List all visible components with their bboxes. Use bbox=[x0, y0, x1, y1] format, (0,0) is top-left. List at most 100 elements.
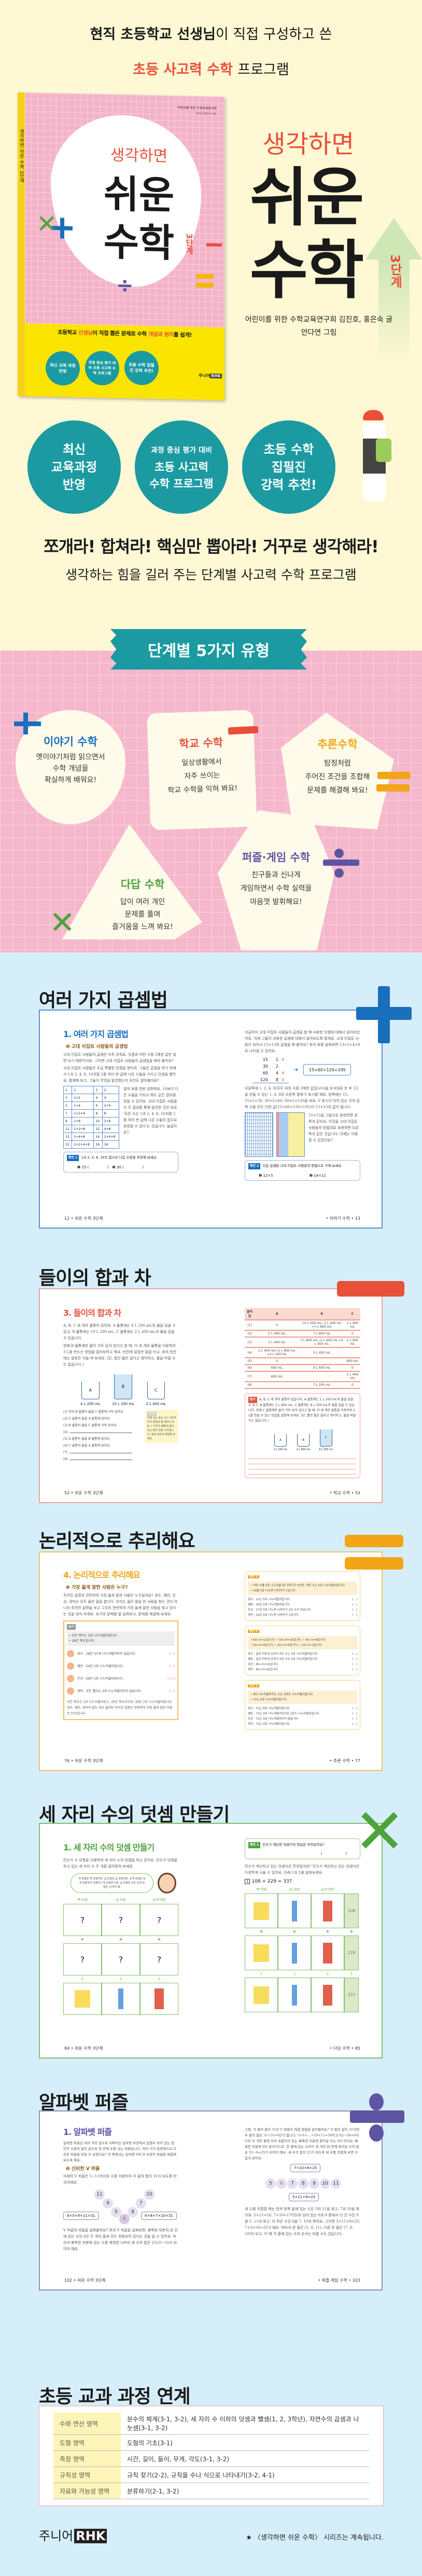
feature-line: 교육과정 bbox=[51, 460, 97, 474]
answer-blank[interactable]: ( ) bbox=[321, 1851, 347, 1856]
table-row: 11 1+2+8 12 4+8 bbox=[63, 1125, 120, 1133]
table-cell: 0 bbox=[344, 1365, 360, 1372]
operator: ↓ bbox=[80, 1977, 85, 1982]
grid-cell bbox=[311, 1936, 344, 1970]
avatar bbox=[67, 1687, 74, 1695]
answer-line[interactable] bbox=[248, 1459, 357, 1464]
answer-line[interactable] bbox=[248, 1454, 357, 1459]
minus-icon bbox=[206, 243, 222, 247]
grid-cell bbox=[245, 1893, 278, 1928]
table-cell: 8 bbox=[93, 1109, 103, 1117]
body-line: 문제를 풀며 bbox=[124, 910, 161, 919]
answer-mark: ( ) bbox=[352, 1653, 357, 1656]
exercise-text: 1과 2, 4, 8, 16의 합으로 다음 수들을 표현해 보세요. bbox=[81, 1155, 158, 1160]
cover-tagline: 초등학교 선생님이 직접 뽑은 문제로 수학 개념과 원리를 쉽게! bbox=[25, 329, 224, 339]
cover-org: 어린이를 위한 수학교육연구회 bbox=[177, 106, 217, 111]
book-cover: 생각하면 쉬운 수학 3단계 어린이를 위한 수학교육연구회 김진호 홍은숙 지… bbox=[18, 92, 224, 401]
person-statement: 경미 : 모든 홀수는 2로 나누어떨어지지 않습니다. ( ) bbox=[67, 1685, 175, 1697]
check-tag: 확인 1 bbox=[248, 1575, 259, 1578]
person-statement: 혜린 : 20은 5로 나누어떨어집니다. ( ) bbox=[248, 1602, 357, 1607]
check-mark: V bbox=[282, 1078, 285, 1082]
check-tag: 확인 2 bbox=[248, 1630, 259, 1633]
block-illustration bbox=[254, 1944, 269, 1962]
times-icon: ✕ bbox=[49, 905, 76, 941]
table-row: (8) 7 L 200 mL 0 bbox=[245, 1382, 360, 1389]
table-cell: 9 bbox=[63, 1117, 73, 1125]
table-cell: C bbox=[344, 1308, 360, 1320]
table-cell: 2 L 400 mL bbox=[344, 1320, 360, 1331]
equals-icon bbox=[345, 1535, 403, 1547]
tagline-accent: 개념과 원리 bbox=[148, 331, 174, 338]
curriculum-area: 규칙성 영역 bbox=[53, 2466, 121, 2483]
body-line: 문제를 해결해 봐요! bbox=[307, 786, 368, 795]
book-credit-illustrator: 안다연 그림 bbox=[301, 329, 337, 337]
feature-line: 수학 프로그램 bbox=[149, 478, 214, 490]
number-row-puzzle: 7+10+8=25 5 6 7 8 9 10 11 5+11+9=25 bbox=[245, 2164, 360, 2204]
tagline-part: 를 쉽게! bbox=[173, 332, 192, 338]
avatar bbox=[67, 1662, 74, 1670]
tagline-accent: 선생님 bbox=[78, 330, 93, 336]
logo-text: 주니어 bbox=[39, 2529, 74, 2543]
slogan: 쪼개라! 합쳐라! 핵심만 뽑아라! 거꾸로 생각해라! bbox=[44, 537, 378, 556]
times-icon: ✕ bbox=[36, 210, 58, 239]
grid-cell: ? bbox=[63, 1943, 102, 1975]
table-cell: 2+8 bbox=[102, 1117, 120, 1125]
person-statement: 경미 : 80÷5=16입니다. ( ) bbox=[248, 1667, 357, 1672]
page-paragraph: V 퍼즐의 비밀을 살펴볼까요? 위의 V 퍼즐을 살펴보면, 뾰족한 부분의 … bbox=[63, 2228, 178, 2251]
operator: ↓ bbox=[119, 1977, 123, 1982]
answer-line[interactable] bbox=[248, 1469, 357, 1475]
cover-authors: 김진호 홍은숙 지음 bbox=[196, 112, 217, 116]
example-tag: 보기 bbox=[67, 1624, 76, 1630]
page-footer-right: • 퍼즐·게임 수학 • 103 bbox=[318, 2278, 360, 2283]
curriculum-content: 도형의 기초(3-1) bbox=[121, 2434, 369, 2451]
type-card-body: 일상생활에서 자주 쓰이는 학교 수학을 익혀 봐요! bbox=[148, 754, 256, 798]
exercise-tag: 확인 1 bbox=[67, 1155, 79, 1161]
body-line: 즐거움을 느껴 봐요! bbox=[112, 923, 173, 931]
table-cell: 16 bbox=[93, 1140, 103, 1149]
publisher-logo: 주니어 RHK bbox=[39, 2526, 107, 2544]
grid-row: 337 bbox=[245, 1978, 360, 2012]
table-cell: (2) bbox=[245, 1330, 255, 1338]
person-statement: 경수 : 일의 자리의 숫자가 0인 수는 5로 나누어떨어집니다. ( ) bbox=[248, 1652, 357, 1657]
body-line: 옛이야기처럼 읽으면서 bbox=[36, 753, 105, 761]
puzzle-ball: 6 bbox=[119, 2214, 130, 2224]
page-footer-right: • 다답 수학 • 85 bbox=[329, 2046, 360, 2051]
bucket: B bbox=[114, 1374, 132, 1400]
grid-row bbox=[63, 1983, 178, 2015]
section-title-capacity: 들이의 합과 차 bbox=[39, 1267, 151, 1289]
statement: 은선 : 60÷5=11입니다. bbox=[248, 1663, 279, 1666]
table-row: (2) 2 L 400 mL 7 L 800 mL 0 bbox=[245, 1330, 360, 1338]
table-cell: 3 bbox=[63, 1094, 73, 1102]
feature-circle-curriculum: 최신 교육과정 반영 bbox=[27, 420, 121, 514]
plus-icon-bar bbox=[14, 721, 41, 726]
statement: 경미 : 72는 4로 나누어떨어집니다. bbox=[248, 1723, 290, 1726]
body-line: 게임하면서 수학 실력을 bbox=[240, 884, 312, 893]
calc-left: 15 bbox=[262, 1057, 268, 1062]
answer-mark: ( ) bbox=[352, 1707, 357, 1710]
curriculum-content: 분수의 체계(3-1, 3-2), 세 자리 수 이하의 덧셈과 뺄셈(1, 2… bbox=[121, 2413, 369, 2435]
cover-badge: 과정 중심 평가 대비 초등 사고력 수학 프로그램 bbox=[85, 350, 119, 386]
operator: ↓ bbox=[292, 1971, 297, 1977]
divide-icon bbox=[334, 849, 344, 858]
type-card-body: 옛이야기처럼 읽으면서 수학 개념을 확실하게 배워요! bbox=[16, 752, 125, 786]
table-cell: 6 bbox=[93, 1101, 103, 1110]
divide-icon-bar bbox=[323, 860, 359, 866]
type-card-multi-answer: 다답 수학 답이 여러 개인 문제를 풀며 즐거움을 느껴 봐요! bbox=[62, 824, 202, 939]
girl-illustration bbox=[363, 423, 386, 501]
person-statement: 은선 : 60÷5=11입니다. ( ) bbox=[248, 1662, 357, 1667]
statement: 혜린 : 20은 2로 나누어떨어집니다. bbox=[77, 1664, 124, 1668]
equals-icon-bar bbox=[376, 784, 410, 792]
sample-spread-capacity: 3. 들이의 합과 차 A, B, C 세 개의 물통이 있어요. A 물통에는… bbox=[39, 1288, 383, 1503]
curriculum-content: 분류하기(2-1, 3-2) bbox=[121, 2483, 369, 2499]
operator: + bbox=[259, 1929, 263, 1934]
sum-value: 229 bbox=[344, 1936, 359, 1970]
answer-line[interactable] bbox=[248, 1464, 357, 1469]
calc-left: 60 bbox=[262, 1071, 268, 1075]
tagline-part: 이 직접 뽑은 문제로 수학 bbox=[92, 330, 148, 338]
table-row: 15 1+2+4+8 16 16 bbox=[63, 1140, 120, 1149]
types-banner: 단계별 5가지 유형 bbox=[110, 629, 307, 670]
feature-line: 초등 사고력 bbox=[154, 461, 208, 473]
feature-circle-recommend: 초등 수학 집필진 강력 추천! bbox=[242, 420, 335, 514]
right-page: 지금까지 고대 이집트 사람들이 곱셈을 할 때 사용한 덧셈에 대해서 알아보… bbox=[245, 1029, 360, 1181]
